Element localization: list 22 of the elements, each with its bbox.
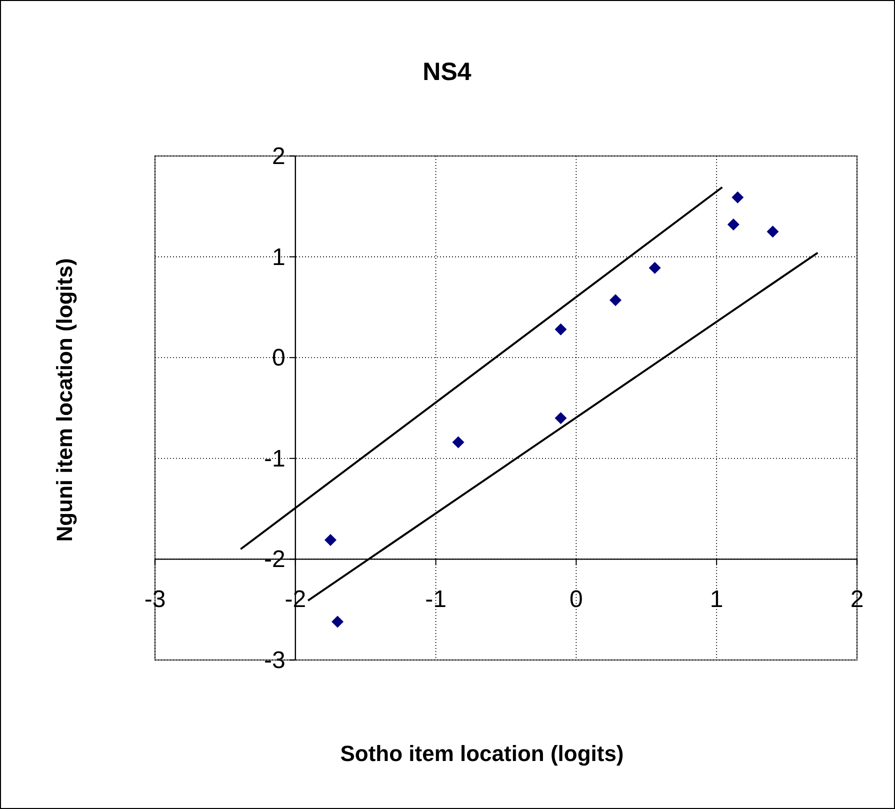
y-tick-label: -1 — [264, 445, 286, 472]
point — [610, 294, 622, 306]
x-tick-label: 0 — [570, 586, 583, 614]
chart-title: NS4 — [422, 58, 472, 86]
point — [554, 412, 567, 424]
point — [332, 616, 344, 628]
y-tick-label: -3 — [264, 647, 286, 674]
y-tick-label: 1 — [272, 244, 286, 271]
y-tick-label: 2 — [272, 143, 286, 170]
y-tick-label: 0 — [272, 344, 286, 372]
x-tick-label: 2 — [850, 586, 864, 614]
point — [452, 436, 464, 448]
x-axis-title: Sotho item location (logits) — [340, 741, 624, 766]
point — [727, 218, 740, 231]
y-axis-title: Nguni item location (logits) — [52, 258, 77, 542]
x-tick-label: -1 — [425, 586, 446, 614]
point — [554, 323, 567, 336]
x-tick-label: -3 — [144, 586, 166, 614]
point — [766, 226, 779, 238]
point — [648, 262, 661, 274]
point — [324, 534, 336, 546]
point — [732, 191, 744, 204]
